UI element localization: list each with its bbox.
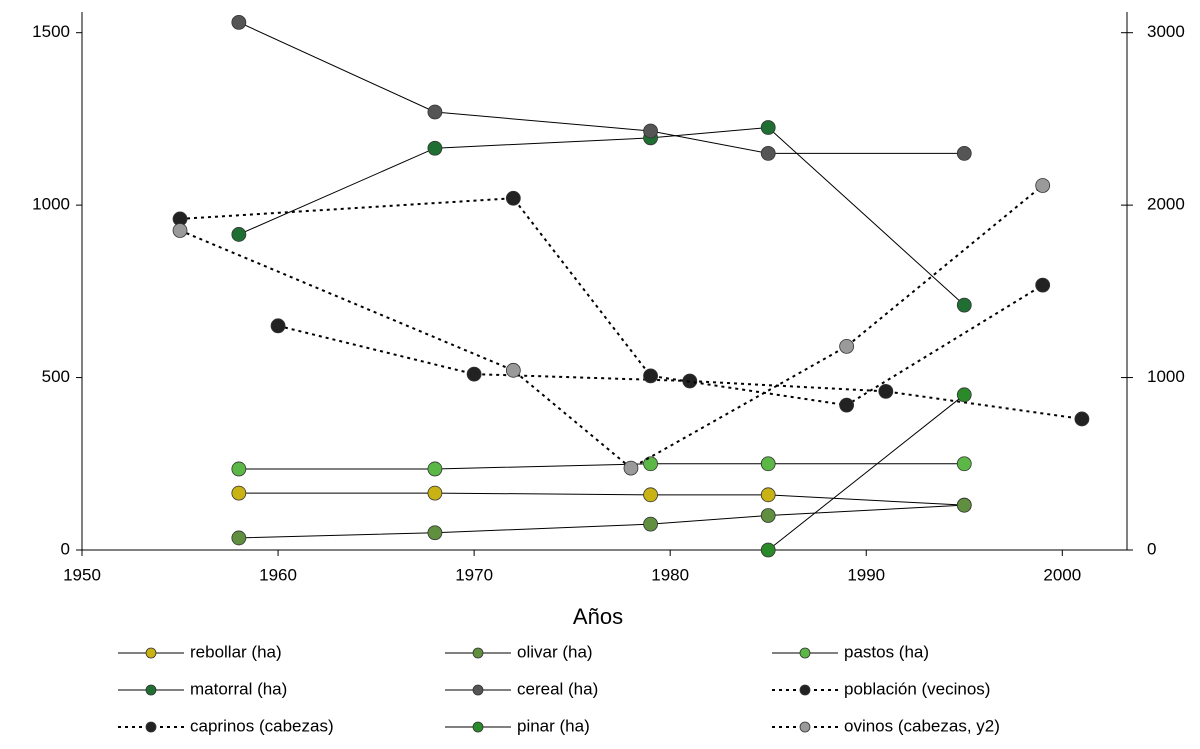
legend-marker — [145, 721, 157, 733]
marker — [956, 387, 972, 403]
marker — [623, 460, 639, 476]
legend-label: cereal (ha) — [517, 679, 598, 698]
marker — [427, 104, 443, 120]
series-line — [238, 492, 965, 506]
marker — [760, 542, 776, 558]
x-tick-label: 1980 — [651, 565, 689, 584]
y-tick-label: 1500 — [32, 22, 70, 41]
marker — [760, 508, 776, 523]
marker — [231, 530, 247, 546]
marker — [760, 145, 776, 161]
legend-label: pinar (ha) — [517, 716, 590, 735]
legend-label: rebollar (ha) — [190, 642, 282, 661]
series-line — [238, 463, 965, 470]
marker — [839, 338, 855, 354]
y-tick-label: 1000 — [32, 195, 70, 214]
marker — [878, 383, 894, 399]
marker — [1035, 178, 1051, 193]
x-axis-label: Años — [573, 604, 623, 629]
marker — [956, 456, 972, 472]
marker — [172, 223, 188, 238]
x-tick-label: 2000 — [1043, 565, 1081, 584]
x-tick-label: 1990 — [847, 565, 885, 584]
marker — [643, 123, 658, 139]
y-tick-label: 500 — [42, 367, 70, 386]
series-line — [179, 197, 1044, 407]
marker — [231, 461, 247, 477]
x-tick-label: 1970 — [455, 565, 493, 584]
series-line — [277, 324, 1083, 420]
marker — [1035, 277, 1051, 293]
legend-marker — [799, 684, 811, 696]
marker — [760, 120, 776, 135]
marker — [427, 525, 443, 541]
marker — [231, 485, 247, 501]
series-line — [238, 21, 965, 154]
marker — [956, 497, 972, 513]
x-tick-label: 1960 — [259, 565, 297, 584]
y2-tick-label: 0 — [1147, 539, 1156, 558]
marker — [956, 145, 972, 161]
legend-marker — [472, 647, 484, 659]
series-line — [238, 127, 965, 306]
legend-label: población (vecinos) — [844, 679, 990, 698]
marker — [956, 297, 972, 313]
marker — [427, 140, 443, 156]
marker — [760, 487, 776, 503]
y2-tick-label: 1000 — [1147, 367, 1185, 386]
marker — [643, 456, 658, 472]
series-line — [179, 184, 1044, 470]
series-line — [767, 394, 965, 551]
marker — [427, 461, 443, 477]
marker — [643, 487, 658, 503]
y2-tick-label: 3000 — [1147, 22, 1185, 41]
marker — [231, 227, 247, 242]
marker — [270, 318, 286, 334]
legend-label: olivar (ha) — [517, 642, 593, 661]
marker — [839, 397, 855, 413]
marker — [466, 366, 482, 382]
legend-label: matorral (ha) — [190, 679, 287, 698]
y2-tick-label: 2000 — [1147, 195, 1185, 214]
legend-marker — [472, 684, 484, 696]
marker — [427, 485, 443, 501]
marker — [1074, 411, 1090, 427]
legend-label: caprinos (cabezas) — [190, 716, 334, 735]
x-tick-label: 1950 — [63, 565, 101, 584]
series-line — [238, 504, 965, 539]
marker — [231, 14, 247, 30]
marker — [643, 368, 658, 384]
legend-marker — [799, 647, 811, 659]
legend-marker — [799, 721, 811, 733]
y-tick-label: 0 — [61, 539, 70, 558]
marker — [505, 362, 521, 378]
legend-marker — [145, 684, 157, 696]
legend-label: ovinos (cabezas, y2) — [844, 716, 1000, 735]
legend-marker — [145, 647, 157, 659]
marker — [643, 516, 658, 532]
legend-marker — [472, 721, 484, 733]
marker — [505, 190, 521, 206]
marker — [760, 456, 776, 472]
legend-label: pastos (ha) — [844, 642, 929, 661]
